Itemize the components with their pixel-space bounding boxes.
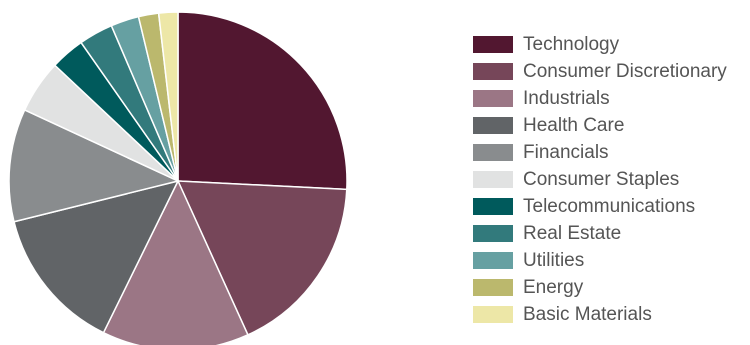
legend-swatch [473, 144, 513, 161]
legend-label: Financials [523, 141, 609, 163]
legend-label: Telecommunications [523, 195, 696, 217]
legend-item-health-care: Health Care [473, 112, 727, 139]
pie-slice-technology [177, 11, 348, 191]
legend-item-basic-materials: Basic Materials [473, 301, 727, 328]
legend-item-consumer-discretionary: Consumer Discretionary [473, 58, 727, 85]
legend-label: Real Estate [523, 222, 622, 244]
legend-swatch [473, 198, 513, 215]
legend-swatch [473, 252, 513, 269]
legend-label: Health Care [523, 114, 625, 136]
legend-label: Industrials [523, 87, 610, 109]
legend-label: Utilities [523, 249, 585, 271]
pie-slice-industrials [102, 180, 249, 345]
legend-swatch [473, 63, 513, 80]
legend-swatch [473, 36, 513, 53]
legend-label: Technology [523, 33, 620, 55]
legend-item-financials: Financials [473, 139, 727, 166]
legend-swatch [473, 171, 513, 188]
pie-slice-financials [8, 109, 179, 223]
legend-item-industrials: Industrials [473, 85, 727, 112]
legend-item-energy: Energy [473, 274, 727, 301]
legend: Technology Consumer Discretionary Industri… [473, 31, 727, 328]
legend-label: Consumer Staples [523, 168, 680, 190]
pie-slice-health-care [13, 180, 179, 334]
legend-label: Basic Materials [523, 303, 652, 325]
legend-item-consumer-staples: Consumer Staples [473, 166, 727, 193]
legend-swatch [473, 306, 513, 323]
legend-item-technology: Technology [473, 31, 727, 58]
legend-swatch [473, 279, 513, 296]
legend-swatch [473, 117, 513, 134]
legend-swatch [473, 225, 513, 242]
pie-slice-consumer-discretionary [177, 180, 348, 336]
legend-item-telecommunications: Telecommunications [473, 193, 727, 220]
legend-label: Consumer Discretionary [523, 60, 727, 82]
legend-swatch [473, 90, 513, 107]
legend-label: Energy [523, 276, 584, 298]
legend-item-utilities: Utilities [473, 247, 727, 274]
legend-item-real-estate: Real Estate [473, 220, 727, 247]
pie-slice-basic-materials [157, 11, 179, 182]
